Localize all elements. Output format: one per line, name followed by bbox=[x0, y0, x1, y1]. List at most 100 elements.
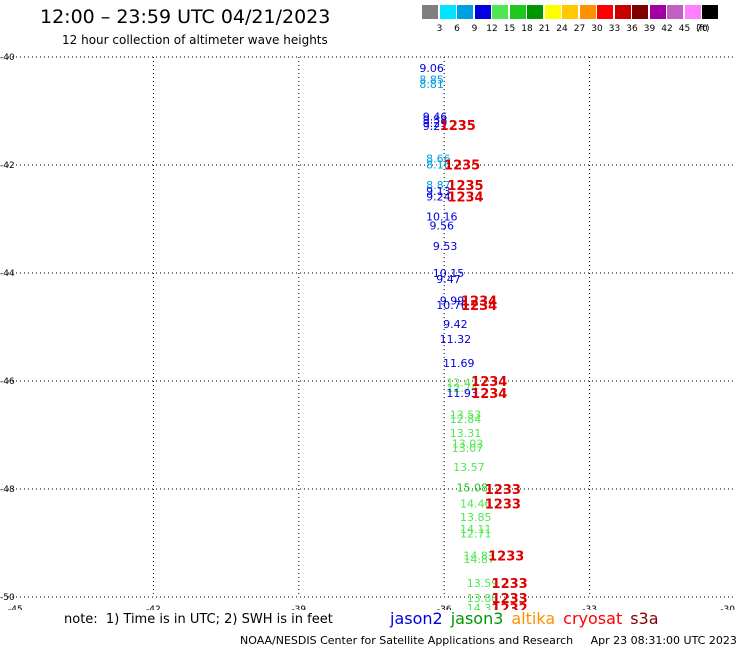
swh-value-label: 9.99 bbox=[440, 295, 465, 308]
time-label: 1233 bbox=[488, 549, 524, 564]
swh-value-label: 8.66 bbox=[426, 153, 451, 166]
grid-lines bbox=[8, 56, 735, 598]
swh-value-label: 9.56 bbox=[430, 219, 455, 232]
swh-points: 9.068.858.81 9.469.389.299.27 8.668.16 8.87… bbox=[419, 62, 498, 610]
scale-label: 21 bbox=[538, 24, 551, 34]
scale-label: 42 bbox=[661, 24, 673, 34]
scale-swatch bbox=[614, 5, 631, 19]
swh-value-label: 13.85 bbox=[460, 511, 492, 524]
satellite-legend-item: jason3 bbox=[450, 609, 504, 628]
scale-swatch bbox=[509, 5, 526, 19]
swh-value-label: 8.81 bbox=[419, 78, 444, 91]
scale-label: 70 bbox=[696, 24, 708, 34]
satellite-legend-item: s3a bbox=[630, 609, 659, 628]
time-label: 1234 bbox=[471, 387, 507, 402]
swh-value-label: 9.46 bbox=[423, 110, 448, 123]
scale-label: 6 bbox=[454, 24, 460, 34]
scale-swatch bbox=[579, 5, 596, 19]
time-label: 1233 bbox=[492, 577, 528, 592]
satellite-legend-item: jason2 bbox=[390, 609, 443, 628]
time-label: 1234 bbox=[461, 295, 497, 310]
swh-value-label: 13.31 bbox=[450, 427, 482, 440]
scale-swatch bbox=[702, 5, 718, 19]
time-label: 1233 bbox=[485, 483, 521, 498]
y-tick-label: -46 bbox=[0, 377, 15, 387]
scale-swatch bbox=[527, 5, 543, 19]
swh-value-label: 14.46 bbox=[460, 498, 492, 511]
swh-value-label: 12.71 bbox=[460, 527, 492, 540]
swh-value-label: 14.83 bbox=[463, 549, 495, 562]
swh-value-label: 9.24 bbox=[426, 190, 451, 203]
scale-label: 18 bbox=[521, 24, 533, 34]
swh-value-label: 14.37 bbox=[467, 602, 499, 610]
x-tick-label: -33 bbox=[582, 605, 597, 610]
chart-subtitle: 12 hour collection of altimeter wave hei… bbox=[62, 33, 328, 47]
y-tick-label: -40 bbox=[0, 53, 15, 63]
swh-value-label: 9.27 bbox=[423, 120, 448, 133]
time-label: 1235 bbox=[440, 119, 476, 134]
altimeter-plot: -45 -42 -39 -36 -33 -30 -40 -42 -44 -46 -48 -50 9.0… bbox=[0, 53, 735, 610]
swh-value-label: 12.47 bbox=[446, 377, 478, 390]
time-label: 1234 bbox=[447, 190, 483, 205]
swh-value-label: 13.03 bbox=[452, 438, 484, 451]
x-tick-label: -42 bbox=[146, 605, 161, 610]
scale-swatch bbox=[422, 5, 438, 19]
swh-value-label: 13.53 bbox=[450, 408, 482, 421]
scale-swatch bbox=[439, 5, 456, 19]
time-label: 1232 bbox=[492, 602, 528, 610]
x-tick-label: -39 bbox=[291, 605, 306, 610]
swh-value-label: 9.38 bbox=[423, 114, 448, 127]
time-label: 1233 bbox=[492, 592, 528, 607]
swh-value-label: 13.88 bbox=[467, 592, 499, 605]
scale-label: 36 bbox=[626, 24, 638, 34]
scale-label: 24 bbox=[556, 24, 568, 34]
scale-swatch bbox=[544, 5, 561, 19]
satellite-legend-item: altika bbox=[511, 609, 556, 628]
scale-swatch bbox=[632, 5, 648, 19]
swh-value-label: 11.32 bbox=[440, 333, 472, 346]
swh-value-label: 11.93 bbox=[446, 387, 478, 400]
scale-label: 45 bbox=[678, 24, 691, 34]
swh-value-label: 15.08 bbox=[457, 481, 489, 494]
swh-value-label: 9.53 bbox=[433, 240, 458, 253]
time-label: 1235 bbox=[444, 158, 480, 173]
x-tick-label: -45 bbox=[8, 605, 23, 610]
swh-value-label: 12.74 bbox=[446, 382, 478, 395]
swh-value-label: 11.69 bbox=[443, 357, 475, 370]
y-tick-label: -50 bbox=[0, 593, 15, 603]
chart-title: 12:00 – 23:59 UTC 04/21/2023 bbox=[40, 6, 331, 28]
units-note: note: 1) Time is in UTC; 2) SWH is in fe… bbox=[64, 612, 333, 627]
swh-value-label: 8.16 bbox=[426, 158, 451, 171]
scale-swatch bbox=[474, 5, 491, 19]
scale-label: 27 bbox=[573, 24, 586, 34]
swh-value-label: 13.07 bbox=[452, 442, 484, 455]
swh-value-label: 9.29 bbox=[423, 117, 448, 130]
swh-value-label: 13.57 bbox=[453, 461, 485, 474]
time-labels: 1235123512351234123412341234123412331233… bbox=[440, 119, 528, 610]
swh-value-label: 14.87 bbox=[463, 553, 495, 566]
swh-value-label: 14.11 bbox=[460, 523, 492, 536]
scale-label: 15 bbox=[503, 24, 516, 34]
swh-value-label: 10.16 bbox=[426, 210, 458, 223]
scale-swatch bbox=[649, 5, 666, 19]
scale-swatch bbox=[667, 5, 683, 19]
satellite-legend: jason2 jason3 altika cryosat s3a bbox=[390, 609, 667, 628]
swh-value-label: 12.84 bbox=[450, 413, 482, 426]
scale-label: 3 bbox=[436, 24, 443, 34]
swh-value-label: 9.13 bbox=[426, 185, 451, 198]
scale-label: 30 bbox=[591, 24, 603, 34]
scale-label: 9 bbox=[471, 24, 478, 34]
time-label: 1234 bbox=[461, 299, 497, 314]
time-label: 1233 bbox=[485, 498, 521, 513]
scale-swatch bbox=[562, 5, 578, 19]
swh-value-label: 8.85 bbox=[419, 74, 444, 87]
scale-swatch bbox=[684, 5, 701, 19]
y-tick-label: -44 bbox=[0, 269, 15, 279]
scale-swatch bbox=[597, 5, 613, 19]
scale-label: 12 bbox=[486, 24, 498, 34]
swh-value-label: 9.42 bbox=[443, 318, 468, 331]
footer-credit: NOAA/NESDIS Center for Satellite Applica… bbox=[240, 634, 737, 647]
time-label: 1235 bbox=[447, 179, 483, 194]
swh-value-label: 13.59 bbox=[467, 577, 499, 590]
swh-value-label: 10.76 bbox=[436, 299, 468, 312]
